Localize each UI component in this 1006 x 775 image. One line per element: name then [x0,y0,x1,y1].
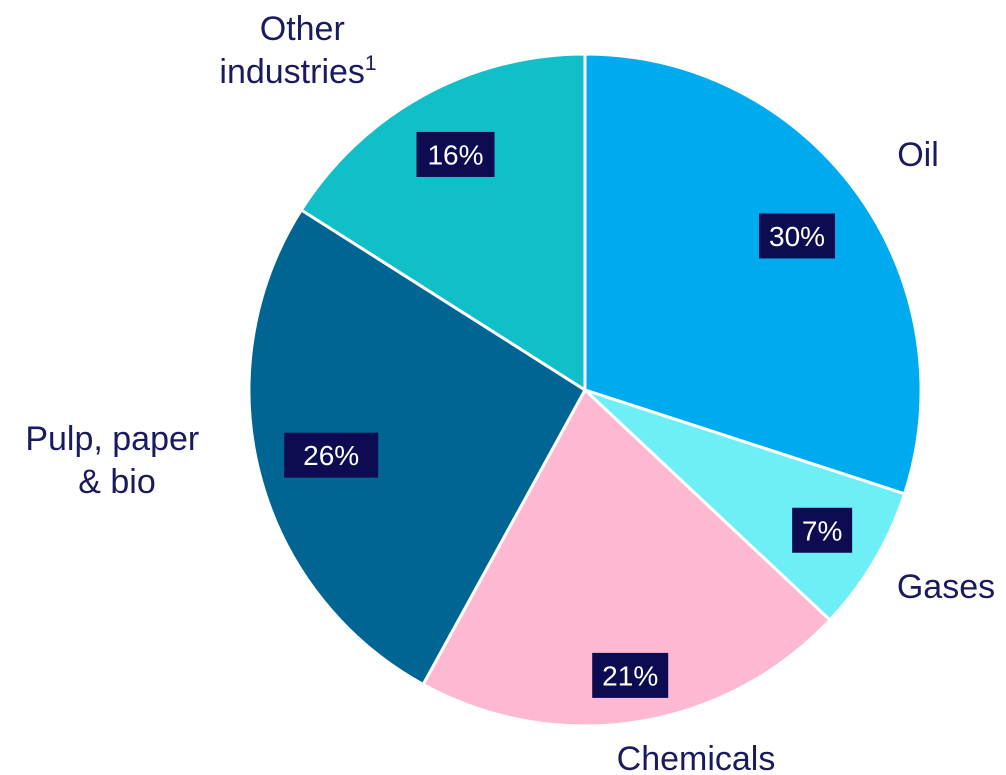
pie-slice-chemicals [421,387,833,728]
percent-badge-bg [592,652,669,698]
percent-value: 7% [802,515,842,546]
pie-slice-other-industries [299,52,587,393]
percentage-labels: 30% 7% 21% 26% 16% [284,131,853,698]
pie-slice-pulp-paper-bio [247,207,587,687]
slice-label-pulp-line-1: Pulp, paper [25,420,199,458]
percent-badge-1: 7% [792,507,853,553]
slice-label-other-line-1: Other [260,10,345,48]
pie-slices [247,52,923,728]
slice-label-other-industries: Other industries1 [219,10,376,91]
percent-value: 26% [303,440,359,471]
slice-label-oil: Oil [897,136,939,174]
percent-badge-bg [284,432,379,478]
percent-badge-bg [792,507,853,553]
percent-badge-0: 30% [759,213,836,259]
pie-slice-gases [583,388,907,623]
percent-badge-4: 16% [416,131,495,177]
percent-value: 16% [427,139,483,170]
percent-value: 21% [602,660,658,691]
percent-value: 30% [769,221,825,252]
slice-label-pulp-line-2: & bio [78,463,156,501]
slice-label-other-line-2: industries [219,53,365,91]
percent-badge-2: 21% [592,652,669,698]
slice-label-gases: Gases [897,568,995,606]
percent-badge-bg [759,213,836,259]
footnote-superscript: 1 [365,52,377,75]
pie-slice-oil [583,52,923,496]
percent-badge-bg [416,131,495,177]
slice-label-pulp-paper-bio: Pulp, paper & bio [25,420,208,501]
slice-label-chemicals: Chemicals [617,740,776,775]
percent-badge-3: 26% [284,432,379,478]
